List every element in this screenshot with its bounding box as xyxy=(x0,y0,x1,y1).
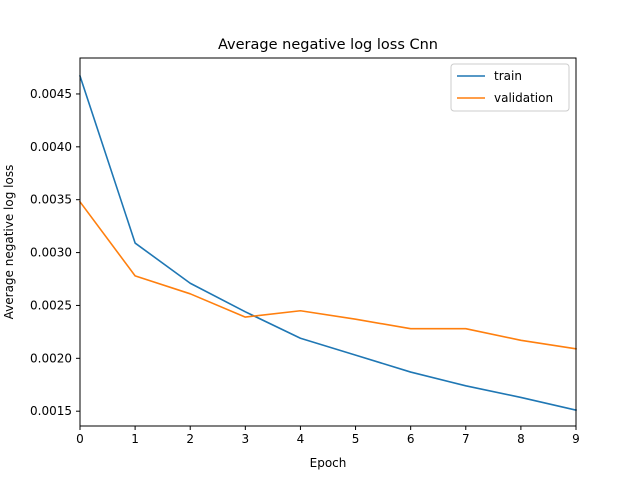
y-tick-label: 0.0035 xyxy=(30,193,72,207)
x-tick-label: 4 xyxy=(297,432,305,446)
y-tick-label: 0.0040 xyxy=(30,140,72,154)
y-tick-label: 0.0030 xyxy=(30,246,72,260)
y-axis: 0.0015 0.0020 0.0025 0.0030 0.0035 0.0040 0.00… xyxy=(30,87,80,418)
x-tick-label: 3 xyxy=(242,432,250,446)
x-tick-label: 6 xyxy=(407,432,415,446)
chart-title: Average negative log loss Cnn xyxy=(218,37,438,53)
x-tick-label: 7 xyxy=(462,432,470,446)
series-line-validation xyxy=(78,200,577,350)
x-axis: 0 1 2 3 4 5 6 7 8 9 xyxy=(76,426,580,446)
legend: train validation xyxy=(450,63,570,112)
y-axis-label: Average negative log loss xyxy=(2,165,16,320)
series-line-train xyxy=(78,74,577,412)
y-tick-label: 0.0045 xyxy=(30,87,72,101)
x-tick-label: 9 xyxy=(572,432,580,446)
x-axis-label: Epoch xyxy=(310,456,347,470)
axes-frame xyxy=(79,57,577,427)
y-tick-label: 0.0015 xyxy=(30,404,72,418)
legend-train-label: train xyxy=(494,69,522,83)
x-tick-label: 5 xyxy=(352,432,360,446)
y-tick-label: 0.0025 xyxy=(30,298,72,312)
x-tick-label: 1 xyxy=(131,432,139,446)
plot-area xyxy=(78,74,577,412)
x-tick-label: 0 xyxy=(76,432,84,446)
x-tick-label: 2 xyxy=(186,432,194,446)
legend-validation-label: validation xyxy=(494,91,553,105)
x-tick-label: 8 xyxy=(517,432,525,446)
y-tick-label: 0.0020 xyxy=(30,351,72,365)
